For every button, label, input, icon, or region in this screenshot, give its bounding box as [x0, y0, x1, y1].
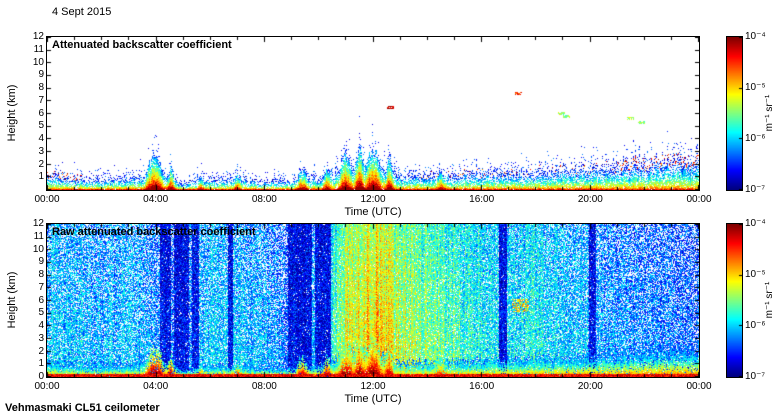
colorbar-tick-label: 10⁻⁶	[745, 133, 766, 144]
y-tick-label: 9	[38, 69, 44, 81]
colorbar-tick-label: 10⁻⁶	[745, 320, 766, 331]
raw-panel-title: Raw attenuated backscatter coefficient	[52, 226, 256, 238]
colorbar-tick-label: 10⁻⁴	[745, 218, 766, 229]
x-tick-label: 00:00	[686, 194, 712, 205]
x-tick-label: 08:00	[251, 194, 277, 205]
x-tick-label: 12:00	[360, 381, 386, 392]
y-axis-label-bottom: Height (km)	[6, 271, 18, 329]
y-tick-label: 7	[38, 281, 44, 293]
y-tick-label: 8	[38, 82, 44, 93]
y-axis-label-top: Height (km)	[6, 84, 18, 142]
y-tick-label: 1	[38, 358, 44, 370]
colorbar-tick-label: 10⁻⁷	[745, 184, 766, 195]
y-tick-label: 9	[38, 256, 44, 268]
x-tick-label: 20:00	[577, 381, 603, 392]
colorbar-tick-label: 10⁻⁵	[745, 269, 766, 280]
date-label: 4 Sept 2015	[52, 6, 112, 18]
raw-backscatter-panel: Raw attenuated backscatter coefficient	[46, 223, 700, 378]
x-tick-label: 00:00	[34, 194, 60, 205]
colorbar-tick-label: 10⁻⁴	[745, 31, 766, 42]
y-tick-label: 11	[33, 230, 44, 242]
y-tick-label: 1	[38, 171, 44, 183]
y-tick-label: 2	[38, 345, 44, 357]
x-tick-label: 00:00	[34, 381, 60, 392]
y-tick-label: 0	[38, 371, 44, 382]
y-tick-label: 12	[32, 218, 44, 229]
attenuated-panel-title: Attenuated backscatter coefficient	[52, 39, 232, 51]
y-tick-label: 10	[32, 243, 44, 255]
attenuated-backscatter-heatmap	[47, 37, 699, 190]
x-tick-label: 00:00	[686, 381, 712, 392]
raw-backscatter-heatmap	[47, 224, 699, 377]
y-tick-label: 6	[38, 107, 44, 119]
y-tick-label: 10	[32, 56, 44, 68]
x-tick-label: 16:00	[469, 194, 495, 205]
y-tick-label: 5	[38, 120, 44, 132]
x-tick-label: 12:00	[360, 194, 386, 205]
y-tick-label: 3	[38, 145, 44, 157]
x-tick-label: 08:00	[251, 381, 277, 392]
colorbar-bottom	[726, 223, 743, 378]
colorbar-tick-label: 10⁻⁷	[745, 371, 766, 382]
x-tick-label: 04:00	[143, 381, 169, 392]
y-tick-label: 11	[33, 43, 44, 55]
y-tick-label: 6	[38, 294, 44, 306]
y-tick-label: 3	[38, 332, 44, 344]
x-axis-label-bottom: Time (UTC)	[344, 393, 402, 405]
y-tick-label: 2	[38, 158, 44, 170]
x-tick-label: 16:00	[469, 381, 495, 392]
attenuated-backscatter-panel: Attenuated backscatter coefficient	[46, 36, 700, 191]
instrument-label: Vehmasmaki CL51 ceilometer	[5, 402, 160, 414]
y-tick-label: 4	[38, 320, 44, 331]
colorbar-top	[726, 36, 743, 191]
y-tick-label: 7	[38, 94, 44, 106]
x-tick-label: 20:00	[577, 194, 603, 205]
y-tick-label: 5	[38, 307, 44, 319]
colorbar-tick-label: 10⁻⁵	[745, 82, 766, 93]
y-tick-label: 12	[32, 31, 44, 42]
y-tick-label: 4	[38, 133, 44, 144]
x-axis-label-top: Time (UTC)	[344, 206, 402, 218]
x-tick-label: 04:00	[143, 194, 169, 205]
y-tick-label: 8	[38, 269, 44, 280]
